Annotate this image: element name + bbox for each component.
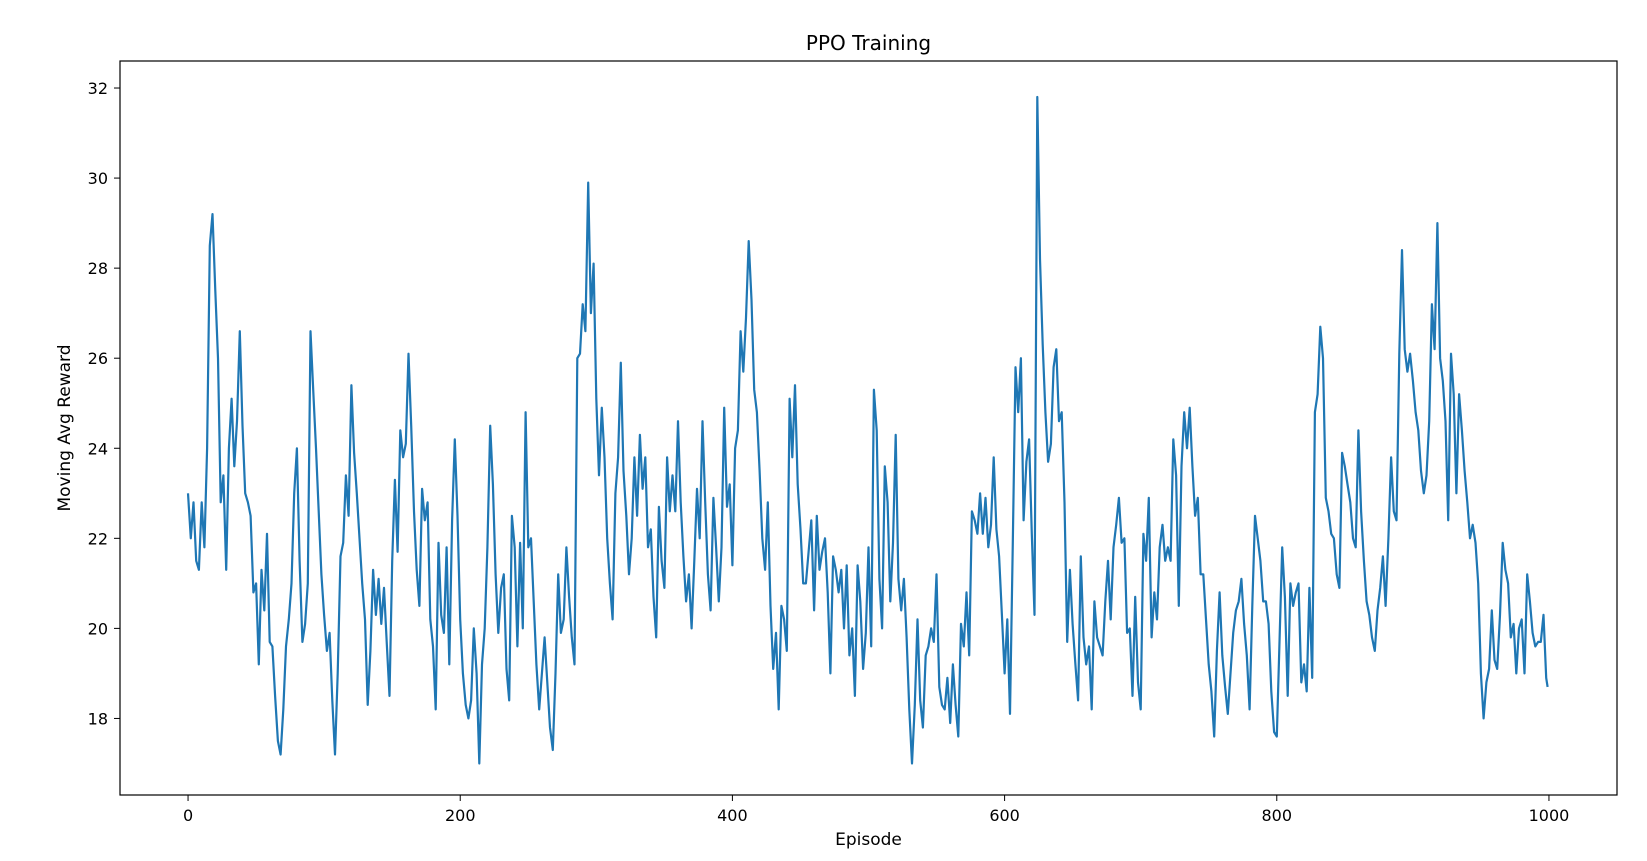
x-tick-label: 200 (445, 806, 476, 825)
y-tick-label: 30 (88, 169, 108, 188)
series-line-0 (186, 95, 1549, 765)
x-tick-label: 600 (989, 806, 1020, 825)
y-axis-label: Moving Avg Reward (55, 344, 75, 511)
x-tick-label: 800 (1261, 806, 1292, 825)
x-tick-label: 400 (717, 806, 748, 825)
y-tick-label: 28 (88, 259, 108, 278)
y-axis-ticks: 18 20 22 24 26 28 30 32 (88, 79, 120, 728)
x-tick-label: 1000 (1529, 806, 1570, 825)
y-tick-label: 32 (88, 79, 108, 98)
x-axis-label: Episode (835, 830, 902, 850)
y-tick-label: 20 (88, 619, 108, 638)
plot-area (119, 60, 1618, 796)
x-tick-label: 0 (183, 806, 193, 825)
y-tick-label: 24 (88, 439, 108, 458)
y-tick-label: 26 (88, 349, 108, 368)
plot-frame (119, 60, 1618, 796)
y-tick-label: 18 (88, 709, 108, 728)
y-tick-label: 22 (88, 529, 108, 548)
x-axis-ticks: 0 200 400 600 800 1000 (183, 795, 1569, 825)
chart-title: PPO Training (806, 31, 931, 55)
